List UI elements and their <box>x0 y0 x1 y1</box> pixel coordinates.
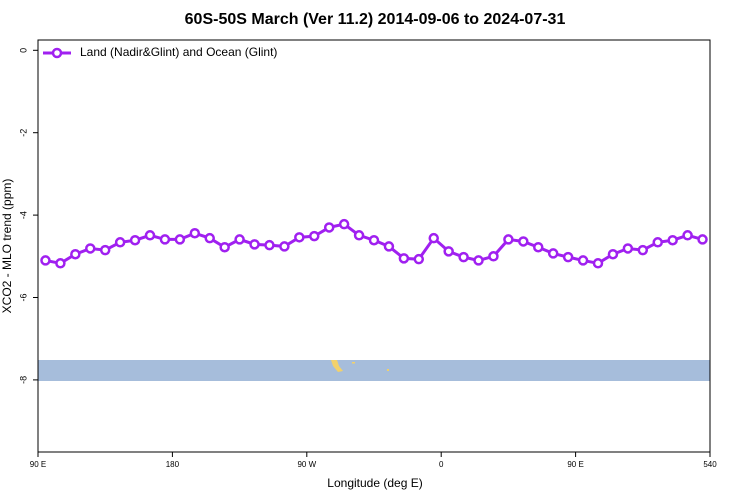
y-tick-label: 0 <box>18 48 28 53</box>
point <box>697 234 708 245</box>
point <box>518 236 529 247</box>
point <box>547 248 559 259</box>
y-tick-label: -4 <box>18 211 28 219</box>
point <box>234 234 245 245</box>
point <box>368 234 380 246</box>
point <box>383 241 395 252</box>
point <box>204 232 215 244</box>
point <box>458 251 469 263</box>
point <box>652 237 663 248</box>
point <box>189 227 201 239</box>
land-patch <box>352 362 355 364</box>
x-tick-label: 90 W <box>297 460 316 469</box>
y-axis-label: XCO2 - MLO trend (ppm) <box>0 179 14 314</box>
point <box>413 253 425 265</box>
point <box>323 222 335 233</box>
land-patch <box>331 360 343 372</box>
point <box>264 239 275 251</box>
point <box>562 251 574 263</box>
point <box>99 244 111 256</box>
point <box>309 230 320 242</box>
land-patch <box>387 369 389 371</box>
legend-label: Land (Nadir&Glint) and Ocean (Glint) <box>80 45 277 59</box>
point <box>577 255 589 266</box>
point <box>607 248 619 260</box>
legend-marker <box>51 47 63 59</box>
x-tick-label: 180 <box>166 460 180 469</box>
point <box>592 258 604 269</box>
y-tick-label: -2 <box>18 129 28 137</box>
point <box>338 218 350 230</box>
point <box>353 230 365 241</box>
point <box>174 234 186 245</box>
x-tick-label: 540 <box>703 460 717 469</box>
point <box>622 243 634 254</box>
point <box>279 241 290 252</box>
point <box>129 234 141 246</box>
x-tick-label: 90 E <box>567 460 583 469</box>
y-tick-label: -8 <box>18 376 28 384</box>
point <box>398 253 410 264</box>
point <box>70 248 81 260</box>
ocean-band <box>38 360 710 381</box>
point <box>488 251 499 262</box>
point <box>249 239 260 250</box>
point <box>428 232 439 244</box>
point <box>85 243 96 254</box>
point <box>637 244 649 256</box>
point <box>473 255 484 266</box>
x-tick-label: 90 E <box>30 460 46 469</box>
point <box>159 234 171 245</box>
point <box>682 230 693 241</box>
point <box>294 232 305 243</box>
x-axis-label: Longitude (deg E) <box>327 476 422 490</box>
chart-title: 60S-50S March (Ver 11.2) 2014-09-06 to 2… <box>185 11 566 28</box>
point <box>55 258 66 269</box>
point <box>443 246 454 257</box>
point <box>503 234 514 245</box>
point <box>114 237 126 248</box>
y-tick-label: -6 <box>18 293 28 301</box>
x-tick-label: 0 <box>439 460 444 469</box>
point <box>40 255 51 266</box>
point <box>219 241 230 253</box>
point <box>533 241 544 253</box>
plot-frame <box>37 39 711 453</box>
map-strip <box>38 360 710 381</box>
point <box>144 230 156 241</box>
point <box>667 234 678 246</box>
